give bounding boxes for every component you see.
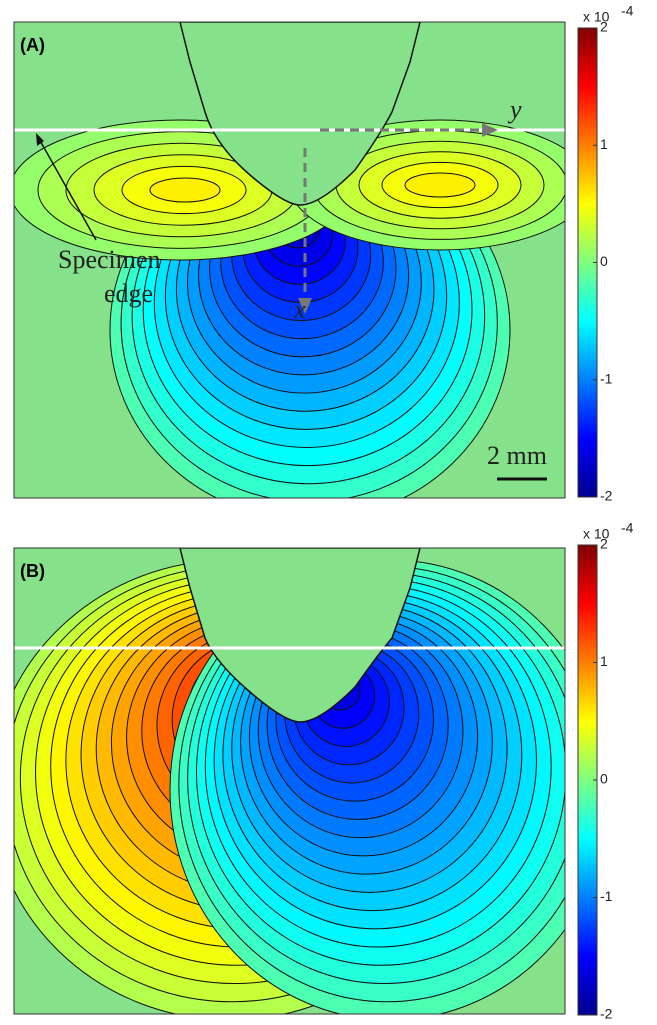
- panel-b-map: [14, 548, 565, 1014]
- x-axis-label: x: [293, 295, 306, 324]
- colorbar-multiplier: x 10: [583, 526, 610, 542]
- scale-bar-label: 2 mm: [487, 441, 547, 470]
- colorbar-tick-label: 2: [600, 19, 608, 35]
- colorbar-tick-label: -2: [600, 488, 613, 504]
- edge-pointer: [37, 136, 97, 241]
- edge-pointer-head: [36, 133, 44, 146]
- colorbar-tick-label: 1: [600, 136, 608, 152]
- edge-label: Specimen: [58, 245, 161, 274]
- colorbar-exponent: -4: [621, 520, 634, 536]
- colorbar-multiplier: x 10: [583, 9, 610, 25]
- frame: [13, 21, 566, 499]
- colorbar-tick-label: -1: [600, 888, 613, 904]
- panel-a-map: [14, 22, 565, 498]
- panel-label: (B): [20, 561, 45, 581]
- frame: [13, 547, 566, 1015]
- x-arrowhead: [298, 298, 312, 314]
- colorbar-tick-label: -2: [600, 1006, 613, 1022]
- contour: [149, 177, 221, 203]
- notch: [179, 22, 421, 206]
- edge-label: edge: [104, 279, 153, 308]
- colorbar-tick-label: 2: [600, 536, 608, 552]
- colorbar-exponent: -4: [621, 3, 634, 19]
- notch: [179, 548, 421, 723]
- y-arrowhead: [482, 123, 498, 137]
- colorbar-tick-label: 0: [600, 253, 608, 269]
- contour: [404, 172, 476, 198]
- colorbar-tick-label: 1: [600, 653, 608, 669]
- panel-label: (A): [20, 35, 45, 55]
- colorbar-tick-label: 0: [600, 771, 608, 787]
- colorbar-tick-label: -1: [600, 370, 613, 386]
- y-axis-label: y: [507, 95, 522, 124]
